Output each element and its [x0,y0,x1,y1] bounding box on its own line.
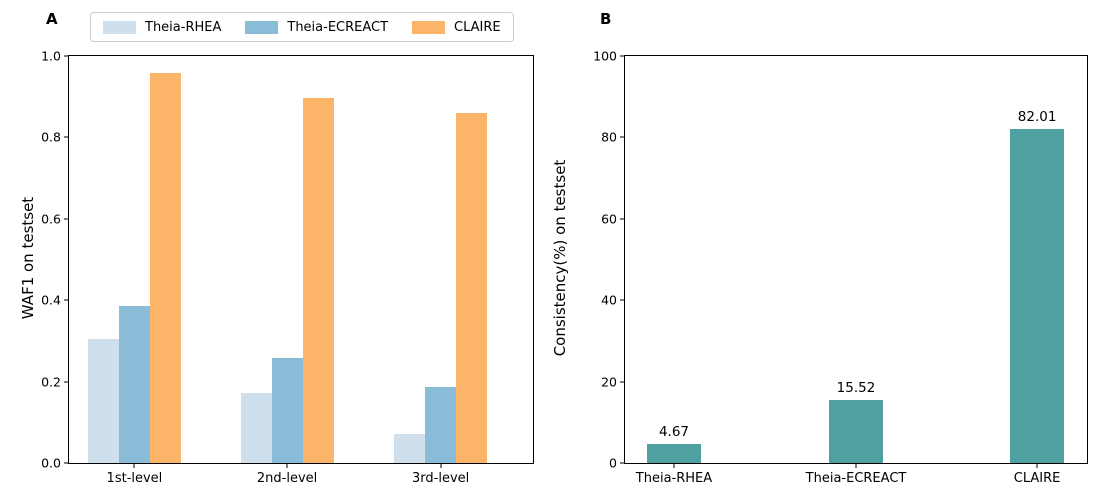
y-tick-label: 1.0 [41,48,61,64]
bar-claire-1st-level [149,73,181,463]
y-tick-label: 100 [593,48,617,64]
y-tick-mark [64,462,68,464]
x-tick-mark [133,464,135,468]
bar-theia-rhea-1st-level [87,338,119,463]
legend-label: CLAIRE [454,19,501,35]
panel-a-label: A [46,10,58,28]
y-tick-mark [620,218,624,220]
bar-value-label: 4.67 [658,424,689,440]
x-tick-mark [855,464,857,468]
bar-theia-ecreact-3rd-level [425,387,457,463]
bar-theia-ecreact-2nd-level [271,358,303,463]
x-tick-mark [440,464,442,468]
y-tick-mark [620,381,624,383]
x-tick-label: 2nd-level [256,471,318,486]
legend-label: Theia-RHEA [145,19,222,35]
legend-swatch-claire [412,20,446,34]
panel-b-plot: 0 20 40 60 80 100 Theia-RHEA 4.67 Theia-ECREACT 1… [593,49,1088,486]
y-tick-label: 0.2 [41,374,61,390]
legend-label: Theia-ECREACT [287,19,389,35]
bar-claire-3rd-level [456,112,488,463]
y-tick-label: 0.0 [41,455,61,471]
bar-theia-rhea-3rd-level [394,433,426,463]
x-tick-mark [673,464,675,468]
y-tick-label: 0.4 [41,292,61,308]
x-tick-mark [1036,464,1038,468]
legend-swatch-theia-rhea [103,20,136,34]
legend-item-claire: CLAIRE [412,20,501,35]
y-tick-label: 40 [601,292,617,308]
bar-theia-ecreact [828,399,884,463]
bar-theia-ecreact-1st-level [118,306,150,463]
panel-a-legend: Theia-RHEA Theia-ECREACT CLAIRE [90,12,514,42]
y-tick-label: 60 [601,211,617,227]
y-tick-label: 80 [601,129,617,145]
y-tick-label: 0.6 [41,211,61,227]
panel-b-label: B [600,10,612,28]
bar-value-label: 82.01 [1017,109,1057,126]
y-tick-label: 20 [601,374,617,390]
y-tick-mark [620,299,624,301]
panel-a-y-axis-label: WAF1 on testset [19,196,37,320]
y-tick-label: 0.8 [41,129,61,145]
legend-item-theia-ecreact: Theia-ECREACT [245,20,388,35]
x-tick-label: 3rd-level [412,471,470,486]
y-tick-mark [620,462,624,464]
legend-item-theia-rhea: Theia-RHEA [103,20,221,35]
y-tick-mark [620,55,624,57]
x-tick-mark [286,464,288,468]
y-tick-mark [64,381,68,383]
legend-swatch-theia-ecreact [245,20,279,34]
bar-value-label: 15.52 [836,379,876,396]
x-tick-label: 1st-level [106,471,163,486]
panel-b-y-axis-label: Consistency(%) on testset [551,159,569,357]
x-tick-label: Theia-RHEA [635,471,713,486]
x-tick-label: CLAIRE [1013,471,1061,486]
y-tick-mark [64,299,68,301]
bar-theia-rhea-2nd-level [240,393,272,463]
y-tick-mark [64,218,68,220]
bar-theia-rhea [646,444,701,463]
y-tick-mark [620,136,624,138]
bar-claire [1010,129,1065,463]
y-tick-label: 0 [609,455,617,471]
bar-claire-2nd-level [302,97,334,463]
x-tick-label: Theia-ECREACT [805,471,907,486]
panel-a-plot: 0.0 0.2 0.4 0.6 0.8 1.0 1st-level 2nd-level 3rd-… [41,49,534,486]
y-tick-mark [64,136,68,138]
y-tick-mark [64,55,68,57]
